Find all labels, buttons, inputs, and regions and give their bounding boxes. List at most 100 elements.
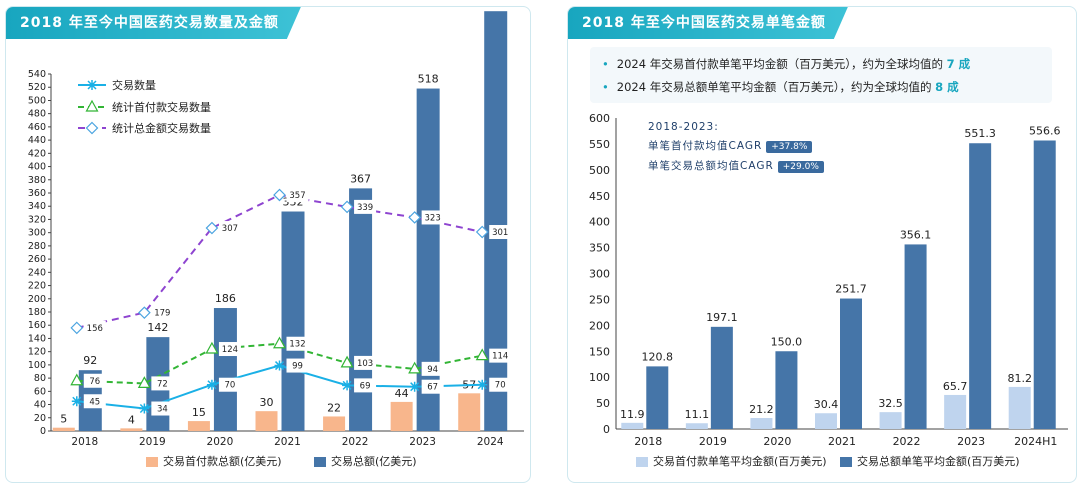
left-chart-title: 2018 年至今中国医药交易数量及金额 bbox=[6, 7, 301, 39]
x-tick-label: 2022 bbox=[893, 435, 921, 448]
point-label-count: 99 bbox=[292, 362, 303, 372]
bar-label-avg-upfront: 11.1 bbox=[685, 408, 710, 421]
legend-label: 交易总额(亿美元) bbox=[331, 455, 417, 468]
cagr-label: 单笔首付款均值CAGR bbox=[648, 140, 763, 152]
y-tick-label: 60 bbox=[34, 386, 46, 397]
bar-avg-total bbox=[840, 298, 862, 429]
x-tick-label: 2020 bbox=[763, 435, 791, 448]
y-tick-label: 440 bbox=[28, 135, 46, 146]
point-label-total-count: 179 bbox=[154, 309, 170, 319]
bar-upfront-total bbox=[52, 427, 75, 431]
x-tick-label: 2019 bbox=[139, 436, 166, 448]
point-count bbox=[274, 360, 285, 371]
right-chart: 0 50 100 150 200 250 300 350 400 450 500 550 600 2018… bbox=[589, 112, 1068, 448]
bar-avg-total bbox=[775, 351, 798, 429]
point-count bbox=[342, 380, 353, 391]
legend-item-avg-upfront: 交易首付款单笔平均金额(百万美元) bbox=[636, 453, 827, 469]
y-tick-label: 340 bbox=[28, 201, 46, 212]
bar-label-avg-total: 197.1 bbox=[706, 311, 738, 324]
point-upfront-count bbox=[475, 348, 489, 361]
point-label-upfront-count: 114 bbox=[492, 352, 508, 362]
legend-marker bbox=[85, 121, 99, 135]
bar-label-avg-total: 556.6 bbox=[1029, 124, 1061, 137]
bar-label-upfront-total: 5 bbox=[60, 413, 67, 426]
note-total: • 2024 年交易总额单笔平均金额（百万美元），约为全球均值的 8 成 bbox=[602, 80, 959, 94]
bar-deal-total bbox=[213, 308, 237, 431]
x-tick-label: 2023 bbox=[409, 436, 436, 448]
y-tick-label: 350 bbox=[589, 242, 610, 255]
note-highlight: 7 成 bbox=[946, 57, 971, 71]
legend-label: 交易首付款单笔平均金额(百万美元) bbox=[653, 455, 827, 468]
point-label-upfront-count: 94 bbox=[427, 365, 438, 375]
point-upfront-count bbox=[340, 355, 354, 368]
bar-avg-total bbox=[710, 326, 733, 429]
y-tick-label: 520 bbox=[28, 82, 46, 93]
bar-avg-upfront bbox=[944, 394, 967, 429]
y-tick-label: 200 bbox=[28, 294, 46, 305]
bar-label-deal-total: 518 bbox=[418, 73, 439, 86]
y-tick-label: 0 bbox=[603, 423, 610, 436]
point-label-upfront-count: 72 bbox=[157, 379, 168, 389]
legend-swatch bbox=[146, 457, 158, 467]
legend-label: 统计总金额交易数量 bbox=[112, 121, 211, 135]
y-tick-label: 600 bbox=[589, 112, 610, 125]
point-label-bg-upfront-count bbox=[151, 376, 174, 391]
y-tick-label: 550 bbox=[589, 138, 610, 151]
y-tick-label: 420 bbox=[28, 148, 46, 159]
bar-avg-upfront bbox=[621, 422, 644, 429]
bar-label-deal-total: 92 bbox=[83, 354, 97, 367]
x-tick-label: 2022 bbox=[342, 436, 369, 448]
point-label-total-count: 323 bbox=[425, 213, 441, 223]
y-tick-label: 100 bbox=[589, 371, 610, 384]
bar-avg-total bbox=[904, 244, 927, 429]
point-label-upfront-count: 132 bbox=[289, 340, 305, 350]
cagr-upfront: 单笔首付款均值CAGR +37.8% bbox=[648, 138, 813, 153]
point-label-bg-upfront-count bbox=[83, 373, 106, 388]
bar-avg-upfront bbox=[685, 423, 708, 429]
y-tick-label: 400 bbox=[28, 162, 46, 173]
point-count bbox=[206, 379, 217, 390]
y-tick-label: 250 bbox=[589, 293, 610, 306]
y-tick-label: 20 bbox=[34, 413, 46, 424]
point-count bbox=[409, 381, 420, 392]
point-label-count: 34 bbox=[157, 405, 168, 415]
note-upfront: • 2024 年交易首付款单笔平均金额（百万美元），约为全球均值的 7 成 bbox=[602, 57, 971, 71]
left-chart-panel: 2018 年至今中国医药交易数量及金额 0 20 40 60 80 100 120 140 16… bbox=[5, 6, 531, 483]
bar-label-avg-total: 150.0 bbox=[771, 335, 803, 348]
y-tick-label: 240 bbox=[28, 267, 46, 278]
right-chart-panel: 2018 年至今中国医药交易单笔金额 • 2024 年交易首付款单笔平均金额（百万… bbox=[567, 6, 1077, 483]
point-label-bg-count bbox=[83, 394, 106, 409]
point-label-bg-total-count bbox=[286, 187, 309, 202]
bar-upfront-total bbox=[187, 421, 210, 431]
bar-avg-upfront bbox=[879, 412, 902, 429]
notes-box: • 2024 年交易首付款单笔平均金额（百万美元），约为全球均值的 7 成 • 20… bbox=[590, 47, 1052, 103]
point-label-bg-total-count bbox=[354, 199, 377, 214]
y-tick-label: 360 bbox=[28, 188, 46, 199]
bar-label-upfront-total: 15 bbox=[192, 406, 206, 419]
x-tick-label: 2023 bbox=[957, 435, 985, 448]
y-tick-label: 280 bbox=[28, 241, 46, 252]
point-label-count: 45 bbox=[89, 397, 100, 407]
x-tick-label: 2019 bbox=[699, 435, 727, 448]
point-label-total-count: 156 bbox=[87, 324, 103, 334]
legend-marker bbox=[87, 80, 97, 90]
legend-label: 交易数量 bbox=[112, 78, 156, 92]
y-tick-label: 100 bbox=[28, 360, 46, 371]
bar-avg-upfront bbox=[750, 418, 773, 429]
bar-label-avg-upfront: 30.4 bbox=[814, 398, 839, 411]
x-tick-label: 2020 bbox=[207, 436, 234, 448]
x-tick-label: 2024H1 bbox=[1014, 435, 1057, 448]
y-tick-label: 500 bbox=[28, 95, 46, 106]
left-chart: 0 20 40 60 80 100 120 140 160 180 200 220 240 260 280 3… bbox=[28, 7, 524, 448]
legend-item-avg-total: 交易总额单笔平均金额(百万美元) bbox=[840, 453, 1020, 469]
x-tick-label: 2018 bbox=[71, 436, 98, 448]
y-tick-label: 160 bbox=[28, 320, 46, 331]
point-label-bg-upfront-count bbox=[354, 355, 377, 370]
note-text: 2024 年交易首付款单笔平均金额（百万美元），约为全球均值的 bbox=[616, 57, 947, 71]
point-label-upfront-count: 124 bbox=[222, 345, 238, 355]
bar-upfront-total bbox=[255, 411, 278, 431]
bar-label-avg-upfront: 32.5 bbox=[878, 397, 903, 410]
bar-deal-total bbox=[349, 188, 373, 431]
point-label-count: 67 bbox=[427, 383, 438, 393]
cagr-label: 单笔交易总额均值CAGR bbox=[648, 160, 774, 172]
